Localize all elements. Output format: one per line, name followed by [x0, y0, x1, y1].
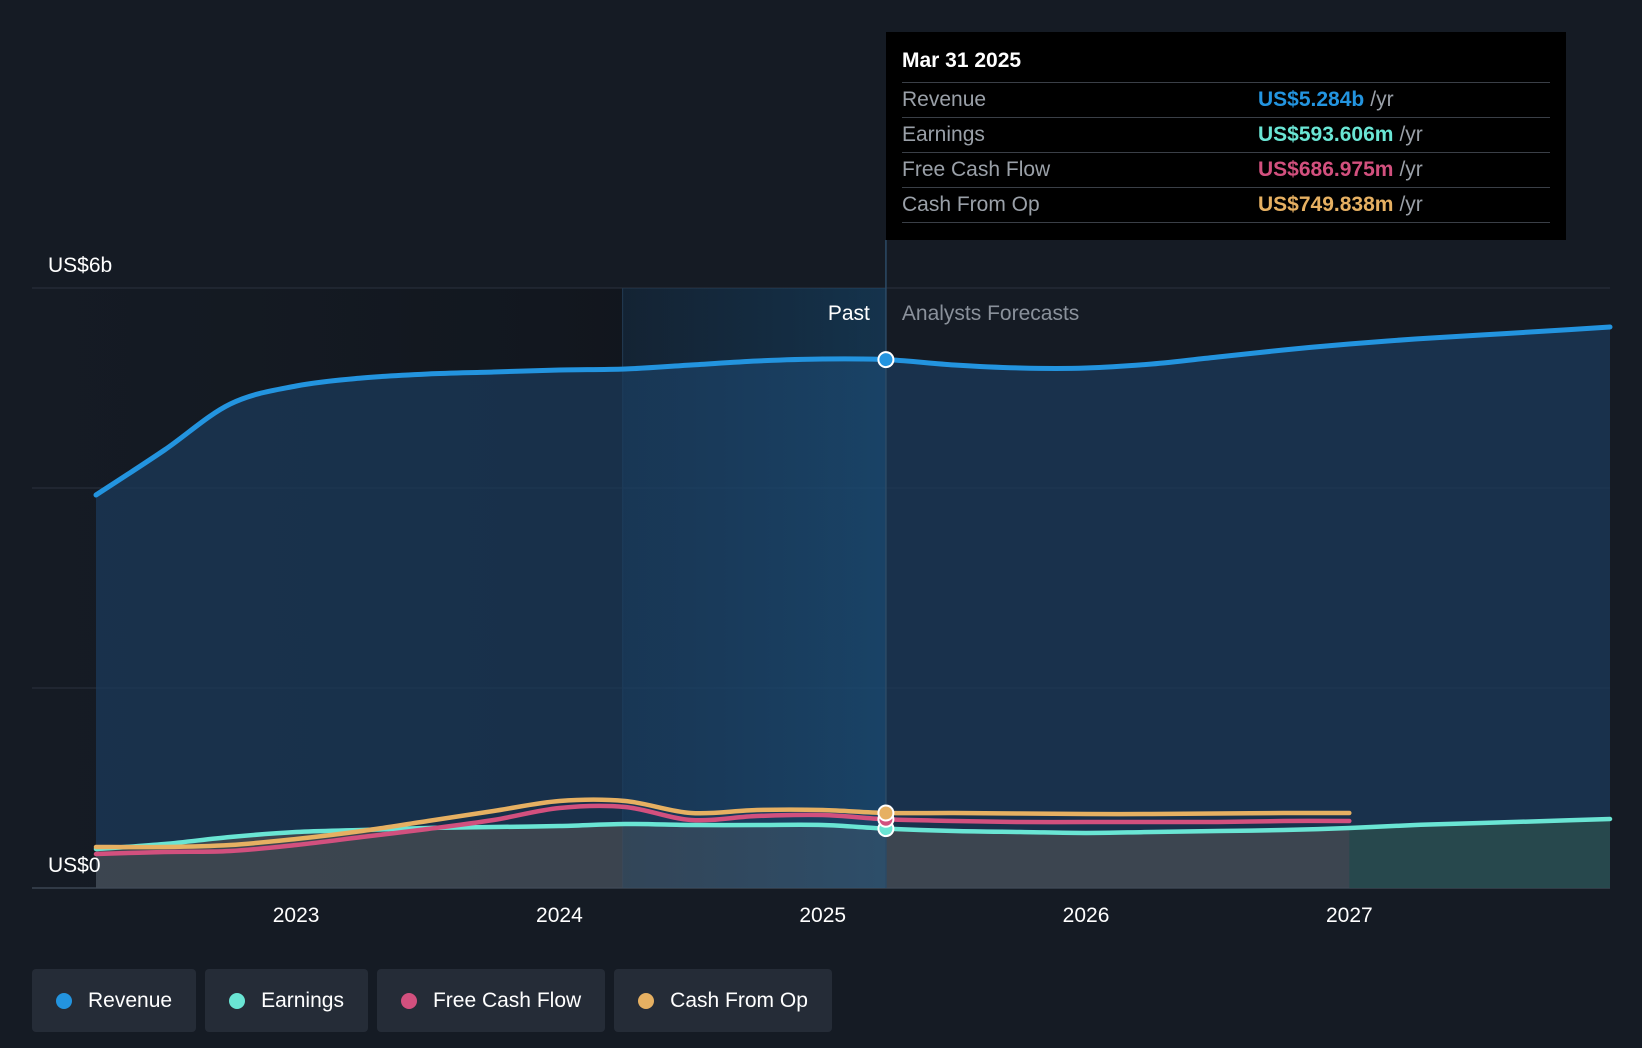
- legend: Revenue Earnings Free Cash Flow Cash Fro…: [32, 969, 832, 1032]
- tooltip-value: US$5.284b: [1258, 88, 1365, 111]
- tooltip-label: Revenue: [902, 88, 987, 111]
- y-axis-label-bottom: US$0: [48, 854, 101, 877]
- cash_from_op-line: [93, 797, 1352, 850]
- x-tick-label: 2025: [799, 904, 846, 927]
- y-axis-label-top: US$6b: [48, 254, 112, 277]
- axis-labels: US$6b US$0 2023 2024 2025 2026 2027 Past Analyst…: [48, 254, 1373, 927]
- x-tick-label: 2027: [1326, 904, 1373, 927]
- revenue-line: [93, 324, 1613, 498]
- x-tick-label: 2023: [273, 904, 320, 927]
- tooltip-value: US$749.838m: [1258, 193, 1394, 216]
- tooltip-row-revenue: Revenue US$5.284b /yr: [902, 82, 1550, 117]
- tooltip-value: US$686.975m: [1258, 158, 1394, 181]
- legend-item-free-cash-flow[interactable]: Free Cash Flow: [376, 969, 606, 1032]
- tooltip-unit: /yr: [1399, 158, 1423, 181]
- cash-from-op-dot-icon: [638, 992, 655, 1009]
- legend-label: Earnings: [261, 988, 344, 1012]
- x-tick-label: 2024: [536, 904, 583, 927]
- earnings-dot-icon: [229, 992, 246, 1009]
- tooltip-row-free-cash-flow: Free Cash Flow US$686.975m /yr: [902, 152, 1550, 187]
- revenue-dot-icon: [56, 992, 72, 1009]
- free-cash-flow-dot-icon: [400, 992, 417, 1009]
- tooltip-unit: /yr: [1399, 193, 1423, 216]
- earnings-forecast-area: [1349, 819, 1610, 888]
- revenue-point: [877, 351, 895, 369]
- series-lines: [93, 324, 1613, 857]
- cash_from_op-point: [877, 804, 895, 822]
- tooltip-unit: /yr: [1370, 88, 1394, 111]
- tooltip-label: Cash From Op: [902, 193, 1040, 216]
- legend-label: Cash From Op: [670, 988, 808, 1012]
- tooltip-date: Mar 31 2025: [902, 49, 1022, 72]
- tooltip-row-earnings: Earnings US$593.606m /yr: [902, 117, 1550, 152]
- free_cash_flow-line: [93, 803, 1352, 857]
- legend-item-revenue[interactable]: Revenue: [32, 969, 197, 1032]
- forecast-label: Analysts Forecasts: [902, 302, 1079, 325]
- tooltip-label: Earnings: [902, 123, 985, 146]
- highlight-region: [622, 288, 886, 888]
- legend-item-earnings[interactable]: Earnings: [205, 969, 368, 1032]
- legend-item-cash-from-op[interactable]: Cash From Op: [614, 969, 832, 1032]
- tooltip-row-cash-from-op: Cash From Op US$749.838m /yr: [902, 187, 1550, 223]
- x-tick-label: 2026: [1063, 904, 1110, 927]
- past-label: Past: [828, 302, 870, 325]
- tooltip-label: Free Cash Flow: [902, 158, 1051, 181]
- legend-label: Free Cash Flow: [432, 988, 582, 1012]
- hover-dots: [877, 351, 895, 838]
- tooltip-unit: /yr: [1399, 123, 1423, 146]
- tooltip-value: US$593.606m: [1258, 123, 1394, 146]
- legend-label: Revenue: [88, 988, 173, 1012]
- tooltip-panel: Mar 31 2025 Revenue US$5.284b /yr Earnin…: [886, 32, 1566, 240]
